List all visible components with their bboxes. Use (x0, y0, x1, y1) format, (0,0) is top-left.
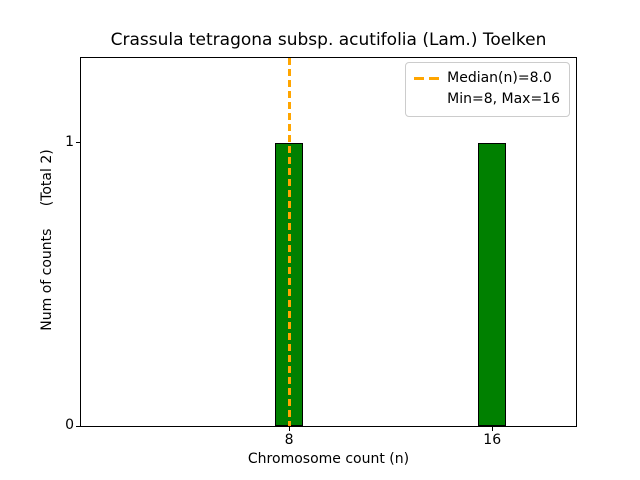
y-tick-mark-1 (76, 142, 80, 144)
x-tick-mark-16 (491, 427, 493, 431)
y-tick-label-1: 1 (65, 133, 74, 150)
x-axis-label: Chromosome count (n) (247, 451, 410, 467)
legend-entry-median: Median(n)=8.0 (414, 68, 560, 89)
x-tick-label-8: 8 (284, 432, 294, 448)
median-line (287, 58, 291, 426)
legend-entry-minmax: Min=8, Max=16 (414, 89, 560, 110)
median-dash-swatch (414, 77, 440, 80)
y-tick-mark-0 (76, 425, 80, 427)
legend-label-median: Median(n)=8.0 (447, 70, 552, 86)
legend-label-minmax: Min=8, Max=16 (447, 91, 560, 107)
bar-n16 (478, 142, 507, 426)
x-tick-label-16: 16 (483, 432, 502, 448)
plot-area: Median(n)=8.0 Min=8, Max=16 (80, 57, 577, 427)
y-axis-label: Num of counts (Total 2) (39, 149, 55, 331)
lines-layer (81, 58, 576, 426)
legend: Median(n)=8.0 Min=8, Max=16 (405, 62, 570, 117)
x-tick-mark-8 (288, 427, 290, 431)
y-tick-label-0: 0 (65, 417, 74, 433)
chart-title: Crassula tetragona subsp. acutifolia (La… (110, 30, 547, 50)
